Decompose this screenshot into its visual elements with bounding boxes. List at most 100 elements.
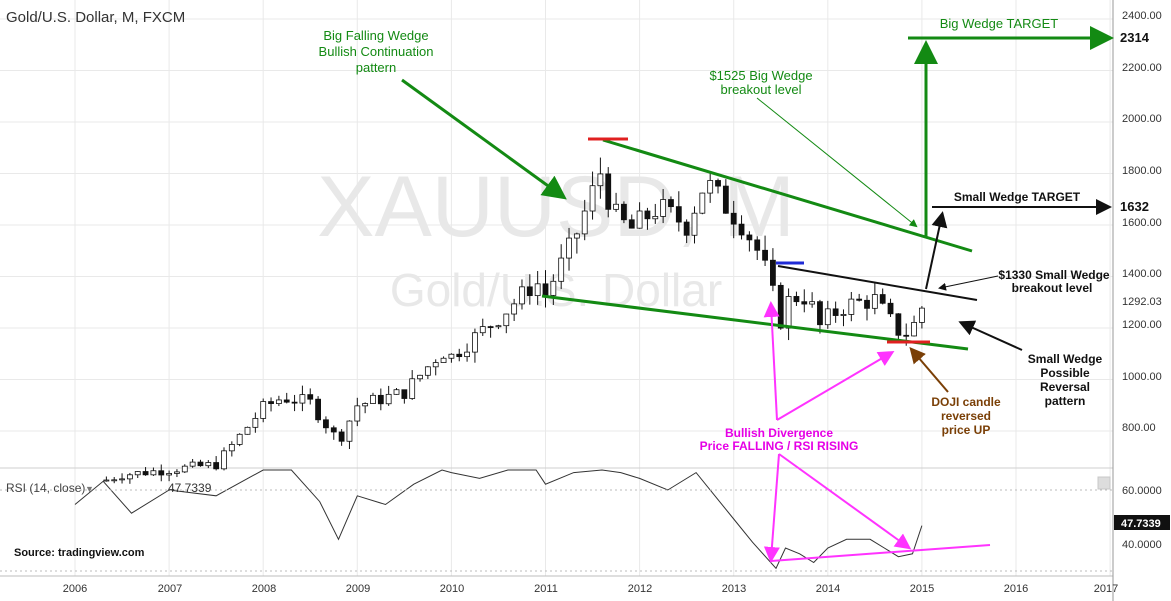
doji-arrow xyxy=(909,346,949,393)
current-price-label: 1292.03 xyxy=(1122,296,1162,308)
y-tick-label: 2200.00 xyxy=(1122,62,1162,74)
x-tick-label: 2014 xyxy=(816,583,840,595)
candle-body xyxy=(346,420,353,442)
candle-body xyxy=(879,294,886,304)
x-tick-label: 2009 xyxy=(346,583,370,595)
pane-settings-icon[interactable] xyxy=(1097,476,1111,490)
candle-body xyxy=(487,326,494,328)
candle-body xyxy=(181,465,188,473)
candle-body xyxy=(848,298,855,315)
candle-body xyxy=(362,403,369,407)
x-tick-label: 2016 xyxy=(1004,583,1028,595)
candle-body xyxy=(801,301,808,305)
rsi-line xyxy=(74,469,923,570)
big-breakout-pointer xyxy=(756,97,918,228)
candle-body xyxy=(315,398,321,421)
small-wedge-upper-line xyxy=(777,265,978,301)
rsi-divergence-line xyxy=(770,544,991,562)
candle-body xyxy=(613,203,619,210)
trendlines xyxy=(541,137,978,351)
candle-body xyxy=(377,394,384,405)
candle-body xyxy=(456,353,463,358)
big-target-price-label: 2314 xyxy=(1120,30,1150,45)
candle-body xyxy=(683,221,690,236)
small-target-vertical-arrow xyxy=(925,211,948,290)
candle-body xyxy=(691,212,698,236)
divergence-label: Price FALLING / RSI RISING xyxy=(700,439,859,453)
candle-body xyxy=(550,280,557,296)
candle-body xyxy=(824,308,831,326)
candle-body xyxy=(699,192,706,214)
doji-label: DOJI candle xyxy=(931,395,1001,409)
candle-body xyxy=(228,444,235,452)
candle-body xyxy=(440,357,447,363)
y-tick-label: 1600.00 xyxy=(1122,217,1162,229)
candle-body xyxy=(754,239,761,251)
candle-body xyxy=(644,210,651,220)
candle-body xyxy=(464,351,470,358)
candle-body xyxy=(479,326,486,334)
candle-body xyxy=(864,299,870,309)
x-tick-label: 2015 xyxy=(910,583,934,595)
candle-body xyxy=(472,332,478,353)
candle-body xyxy=(260,401,267,419)
candle-body xyxy=(511,303,518,315)
big-wedge-title-line: pattern xyxy=(356,60,396,75)
candle-body xyxy=(621,203,627,221)
big-breakout-label: $1525 Big Wedge xyxy=(709,68,812,83)
y-tick-label: 2400.00 xyxy=(1122,10,1162,22)
candle-body xyxy=(409,378,416,399)
candle-body xyxy=(675,206,682,223)
candle-body xyxy=(542,283,549,296)
candle-body xyxy=(283,399,290,403)
candle-body xyxy=(393,389,400,395)
y-tick-label: 1000.00 xyxy=(1122,371,1162,383)
candle-body xyxy=(197,461,204,467)
candle-body xyxy=(166,473,173,476)
y-tick-label: 1800.00 xyxy=(1122,165,1162,177)
x-tick-label: 2010 xyxy=(440,583,464,595)
candle-body xyxy=(275,399,282,404)
big-wedge-upper-line xyxy=(602,138,973,253)
rsi-tick-label: 40.0000 xyxy=(1122,539,1162,551)
candle-body xyxy=(221,450,227,470)
candle-body xyxy=(252,418,259,428)
candle-body xyxy=(597,173,604,187)
candle-body xyxy=(628,219,635,229)
candle-body xyxy=(809,301,816,305)
candle-body xyxy=(526,286,533,297)
candle-body xyxy=(605,173,612,210)
candle-body xyxy=(330,427,337,433)
candle-body xyxy=(817,301,823,326)
candle-body xyxy=(150,470,157,476)
small-reversal-label: Possible xyxy=(1040,366,1090,380)
candle-body xyxy=(589,185,596,212)
small-breakout-pointer xyxy=(938,275,999,291)
candle-body xyxy=(911,322,917,337)
rsi-value: 47.7339 xyxy=(168,481,212,495)
candle-body xyxy=(119,478,125,481)
big-wedge-title-line: Bullish Continuation xyxy=(319,44,434,59)
big-breakout-label: breakout level xyxy=(721,82,802,97)
x-tick-label: 2006 xyxy=(63,583,87,595)
y-tick-label: 1200.00 xyxy=(1122,319,1162,331)
candle-body xyxy=(566,237,572,259)
candle-body xyxy=(424,366,431,376)
candle-body xyxy=(401,389,408,399)
candle-body xyxy=(299,394,306,404)
small-wedge-target-label: Small Wedge TARGET xyxy=(954,190,1081,204)
candle-body xyxy=(832,308,839,316)
candle-body xyxy=(660,199,667,217)
candle-body xyxy=(519,286,525,305)
candle-body xyxy=(738,223,745,236)
chevron-down-icon[interactable]: ▼ xyxy=(85,484,94,494)
candle-body xyxy=(887,302,894,315)
y-tick-label: 1400.00 xyxy=(1122,268,1162,280)
y-tick-label: 800.00 xyxy=(1122,422,1156,434)
small-reversal-label: Small Wedge xyxy=(1028,352,1103,366)
candle-body xyxy=(385,393,392,405)
time-axis: 2006 2007 2008 2009 2010 2011 2012 2013 … xyxy=(63,583,1118,595)
divergence-arrow-rsi-doji xyxy=(778,453,912,550)
candle-body xyxy=(103,479,110,482)
candle-body xyxy=(111,479,118,482)
